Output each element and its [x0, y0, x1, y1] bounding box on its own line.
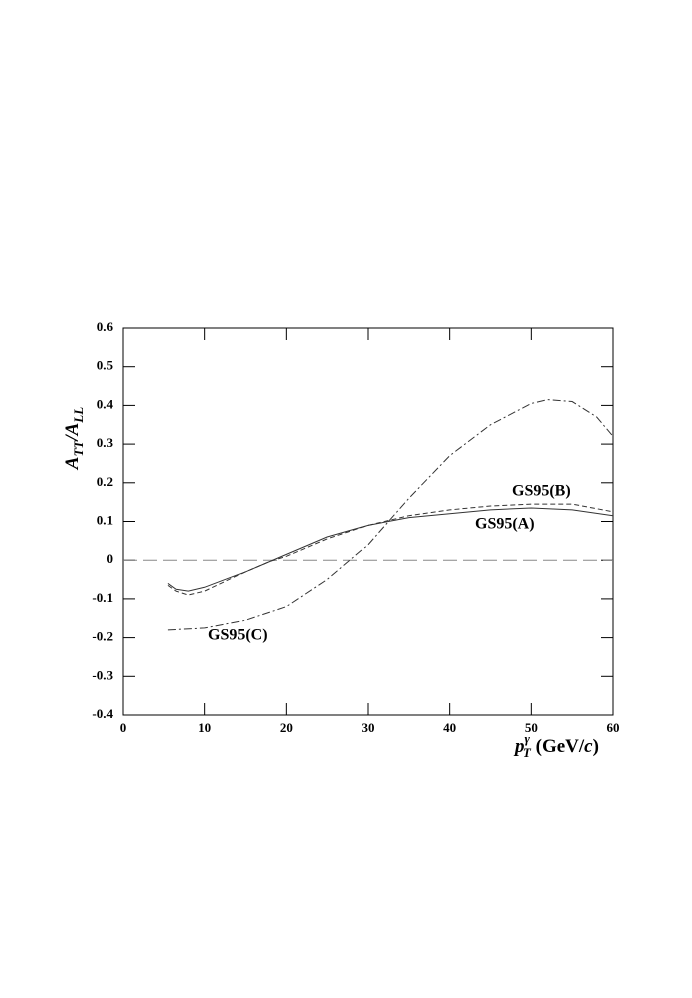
x-tick-label: 50: [525, 720, 538, 735]
x-tick-label: 10: [198, 720, 211, 735]
y-label: ATT/ALL: [62, 407, 86, 470]
label-part: /A: [62, 423, 83, 443]
series-label: GS95(C): [208, 627, 268, 644]
label-part: ): [593, 736, 599, 757]
label-part: T: [523, 745, 532, 760]
y-tick-label: 0.6: [97, 319, 114, 334]
label-part: p: [513, 736, 525, 757]
x-tick-label: 0: [120, 720, 127, 735]
label-part: TT: [71, 440, 86, 457]
y-tick-label: 0.4: [97, 396, 114, 411]
x-tick-label: 60: [607, 720, 620, 735]
x-tick-label: 30: [362, 720, 375, 735]
series-line: [167, 503, 614, 596]
label-part: LL: [71, 407, 86, 424]
label-part: A: [62, 457, 83, 471]
y-tick-label: 0.1: [97, 512, 113, 527]
y-tick-label: 0: [107, 551, 114, 566]
series-label: GS95(A): [475, 516, 535, 533]
plot-frame: [122, 327, 614, 716]
label-part: c: [584, 736, 593, 757]
y-tick-label: 0.2: [97, 474, 113, 489]
series-label: GS95(B): [512, 483, 571, 500]
x-label: pγ T (GeV/c): [513, 731, 599, 760]
series-line: [167, 507, 614, 592]
label-part: (GeV/: [531, 736, 585, 757]
y-tick-label: -0.4: [92, 706, 113, 721]
series-line: [167, 399, 614, 631]
label-part: γ: [525, 731, 531, 746]
y-tick-label: -0.3: [92, 667, 113, 682]
y-tick-label: -0.1: [92, 590, 113, 605]
y-tick-label: -0.2: [92, 629, 113, 644]
y-tick-label: 0.3: [97, 435, 114, 450]
y-tick-label: 0.5: [97, 358, 114, 373]
x-tick-label: 40: [443, 720, 456, 735]
x-tick-label: 20: [280, 720, 293, 735]
